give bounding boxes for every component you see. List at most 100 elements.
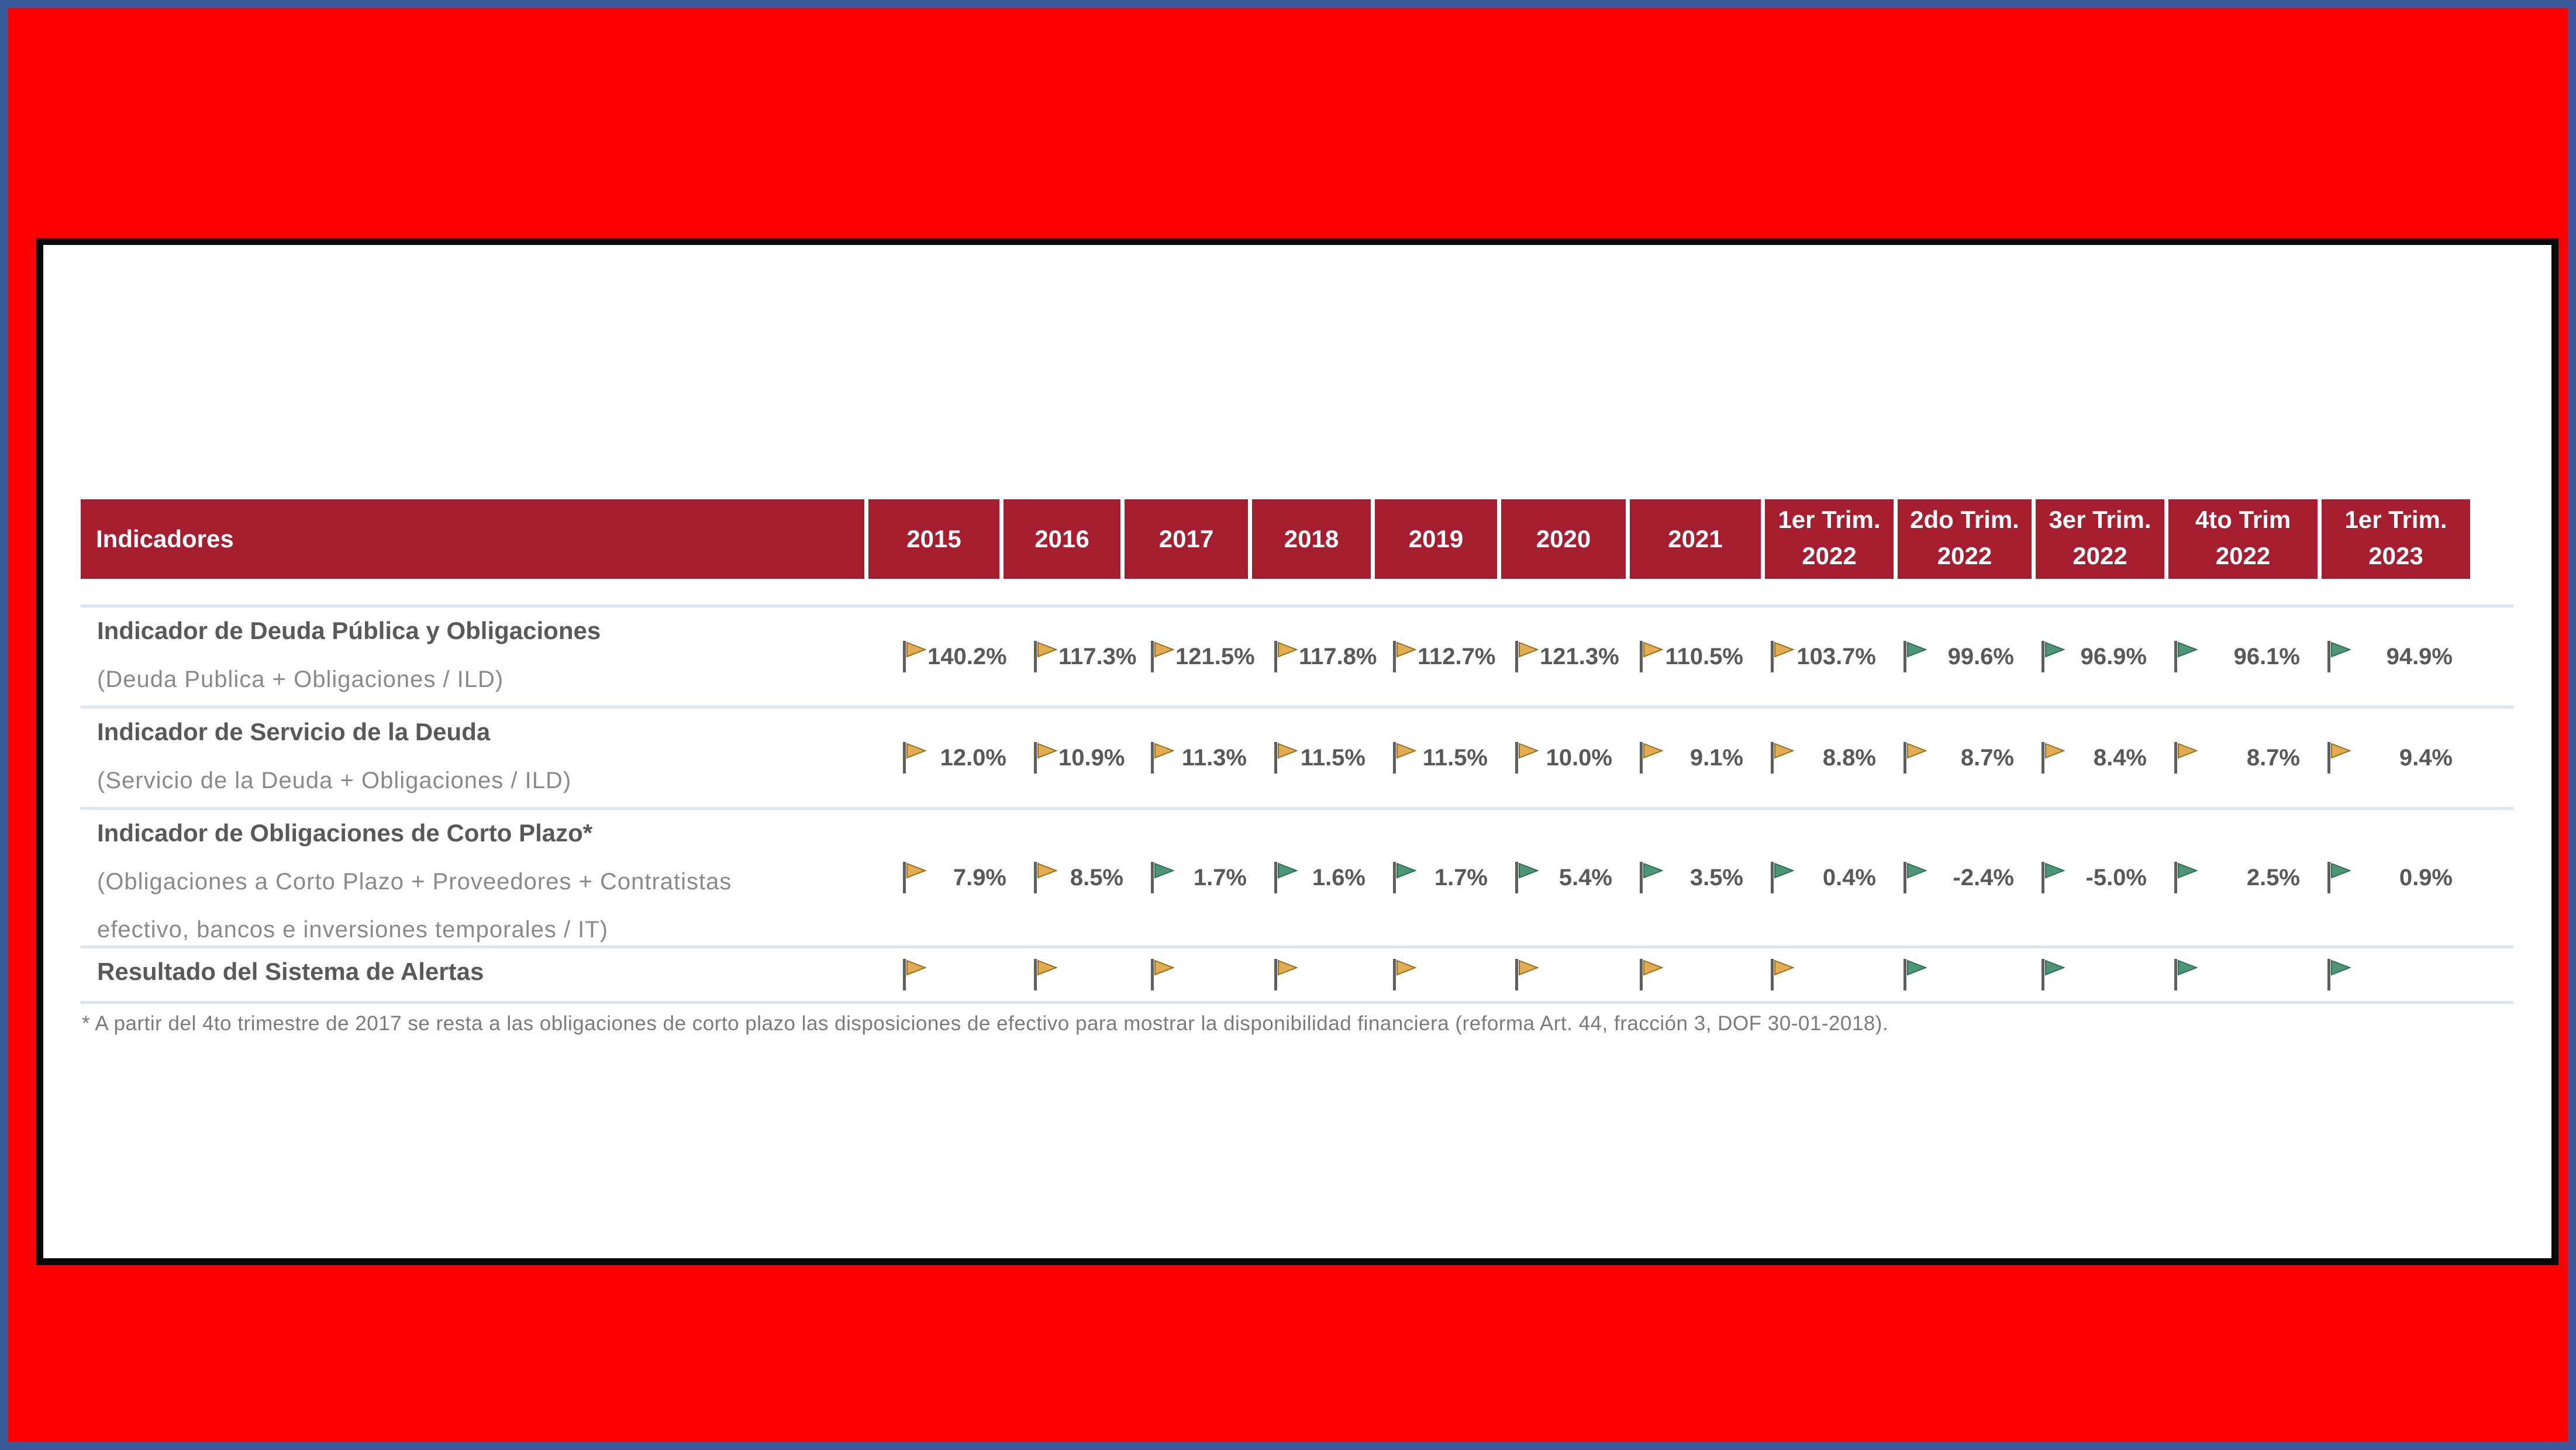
cell-value: 5.4% bbox=[1558, 864, 1612, 890]
table-cell: 8.8% bbox=[1756, 709, 1888, 807]
cell-value: 110.5% bbox=[1665, 643, 1743, 669]
table-body: Indicador de Deuda Pública y Obligacione… bbox=[81, 605, 2513, 1001]
row-title: Indicador de Servicio de la Deuda bbox=[97, 718, 491, 745]
flag-icon-green bbox=[2174, 959, 2198, 990]
flag-icon-orange bbox=[1151, 959, 1175, 990]
cell-value: 8.7% bbox=[1960, 744, 2014, 771]
table-cell: 140.2% bbox=[888, 607, 1019, 706]
header-col-label: 2020 bbox=[1536, 524, 1591, 553]
table-cell: 96.1% bbox=[2159, 607, 2312, 706]
cell-value: 96.1% bbox=[2233, 643, 2300, 669]
table-cell: 10.9% bbox=[1019, 709, 1136, 807]
cell-value: 1.7% bbox=[1434, 864, 1488, 890]
row-subtitle: (Deuda Publica + Obligaciones / ILD) bbox=[97, 667, 504, 693]
table-cell: 11.3% bbox=[1136, 709, 1259, 807]
table-cell bbox=[2026, 948, 2159, 1001]
flag-icon-orange bbox=[1515, 742, 1539, 774]
table-cell bbox=[1019, 948, 1136, 1001]
table-cell: 10.0% bbox=[1500, 709, 1625, 807]
flag-icon-orange bbox=[1034, 641, 1058, 672]
header-col-year: 2022 bbox=[1802, 541, 1857, 569]
header-col-2018: 2018 bbox=[1252, 499, 1375, 579]
flag-icon-green bbox=[2327, 641, 2351, 672]
cell-value: 1.6% bbox=[1312, 864, 1365, 890]
table-cell: 1.7% bbox=[1136, 810, 1259, 945]
flag-icon-green bbox=[1771, 862, 1795, 893]
header-col-label: 2021 bbox=[1668, 524, 1723, 553]
table-cell: 94.9% bbox=[2312, 607, 2461, 706]
table-cell: 1.7% bbox=[1378, 810, 1500, 945]
row-subtitle: (Servicio de la Deuda + Obligaciones / I… bbox=[97, 768, 572, 794]
table-cell bbox=[1756, 948, 1888, 1001]
table-cell bbox=[2159, 948, 2312, 1001]
row-title: Resultado del Sistema de Alertas bbox=[97, 958, 484, 985]
row-label: Indicador de Obligaciones de Corto Plazo… bbox=[81, 810, 888, 945]
flag-icon-orange bbox=[1393, 959, 1417, 990]
flag-icon-green bbox=[1640, 862, 1664, 893]
header-col-label: 2do Trim. bbox=[1910, 506, 2019, 533]
row-label: Indicador de Servicio de la Deuda (Servic… bbox=[81, 709, 888, 807]
header-col-label: 2016 bbox=[1034, 524, 1089, 553]
header-col-2019: 2019 bbox=[1375, 499, 1501, 579]
flag-icon-orange bbox=[1515, 959, 1539, 990]
table-cell: 0.9% bbox=[2312, 810, 2461, 945]
flag-icon-orange bbox=[1034, 959, 1058, 990]
table-cell bbox=[888, 948, 1019, 1001]
flag-icon-orange bbox=[903, 959, 927, 990]
table-cell: 8.7% bbox=[2159, 709, 2312, 807]
row-subtitle: (Obligaciones a Corto Plazo + Proveedore… bbox=[97, 869, 732, 895]
flag-icon-orange bbox=[1771, 959, 1795, 990]
table-cell: 8.7% bbox=[1888, 709, 2026, 807]
table-cell bbox=[1500, 948, 1625, 1001]
flag-icon-orange bbox=[1274, 959, 1298, 990]
cell-value: 1.7% bbox=[1193, 864, 1247, 890]
table-cell: 11.5% bbox=[1259, 709, 1378, 807]
flag-icon-orange bbox=[1151, 641, 1175, 672]
table-cell: 8.4% bbox=[2026, 709, 2159, 807]
header-col-label: 1er Trim. bbox=[1778, 506, 1881, 533]
table-cell bbox=[1378, 948, 1500, 1001]
cell-value: 99.6% bbox=[1947, 643, 2014, 669]
cell-value: 117.8% bbox=[1299, 643, 1377, 669]
flag-icon-green bbox=[1515, 862, 1539, 893]
header-col-label: 2019 bbox=[1408, 524, 1464, 553]
cell-value: 8.4% bbox=[2093, 744, 2147, 771]
flag-icon-green bbox=[2174, 862, 2198, 893]
header-col-year: 2022 bbox=[2072, 541, 2127, 569]
header-col-label: 2017 bbox=[1158, 524, 1214, 553]
cell-value: 8.5% bbox=[1070, 864, 1123, 890]
header-col-label: 1er Trim. bbox=[2344, 506, 2447, 533]
header-col-2017: 2017 bbox=[1125, 499, 1252, 579]
table-cell: -2.4% bbox=[1888, 810, 2026, 945]
header-col-label: 2015 bbox=[906, 524, 961, 553]
flag-icon-green bbox=[2327, 959, 2351, 990]
flag-icon-green bbox=[2042, 641, 2065, 672]
cell-value: 11.3% bbox=[1181, 744, 1247, 771]
cell-value: 117.3% bbox=[1058, 643, 1137, 669]
row-label: Resultado del Sistema de Alertas bbox=[81, 948, 888, 1001]
flag-icon-orange bbox=[2327, 742, 2351, 774]
flag-icon-green bbox=[1393, 862, 1417, 893]
flag-icon-green bbox=[1903, 641, 1927, 672]
flag-icon-orange bbox=[1640, 742, 1664, 774]
cell-value: -5.0% bbox=[2085, 864, 2147, 890]
table-cell bbox=[1136, 948, 1259, 1001]
table-cell: 121.5% bbox=[1136, 607, 1259, 706]
flag-icon-green bbox=[2042, 959, 2065, 990]
cell-value: 12.0% bbox=[940, 744, 1006, 771]
table-cell: 12.0% bbox=[888, 709, 1019, 807]
table-cell bbox=[1888, 948, 2026, 1001]
cell-value: 112.7% bbox=[1418, 643, 1496, 669]
cell-value: 140.2% bbox=[927, 643, 1007, 669]
flag-icon-orange bbox=[1034, 862, 1058, 893]
header-col-1er-trim-2022: 1er Trim. 2022 bbox=[1765, 499, 1898, 579]
flag-icon-orange bbox=[1771, 742, 1795, 774]
header-col-2015: 2015 bbox=[868, 499, 1003, 579]
flag-icon-green bbox=[1903, 862, 1927, 893]
header-col-1er-trim-2023: 1er Trim. 2023 bbox=[2322, 499, 2470, 579]
table-cell: 117.8% bbox=[1259, 607, 1378, 706]
table-cell bbox=[1625, 948, 1756, 1001]
flag-icon-orange bbox=[1274, 742, 1298, 774]
table-row: Indicador de Obligaciones de Corto Plazo… bbox=[81, 807, 2513, 945]
